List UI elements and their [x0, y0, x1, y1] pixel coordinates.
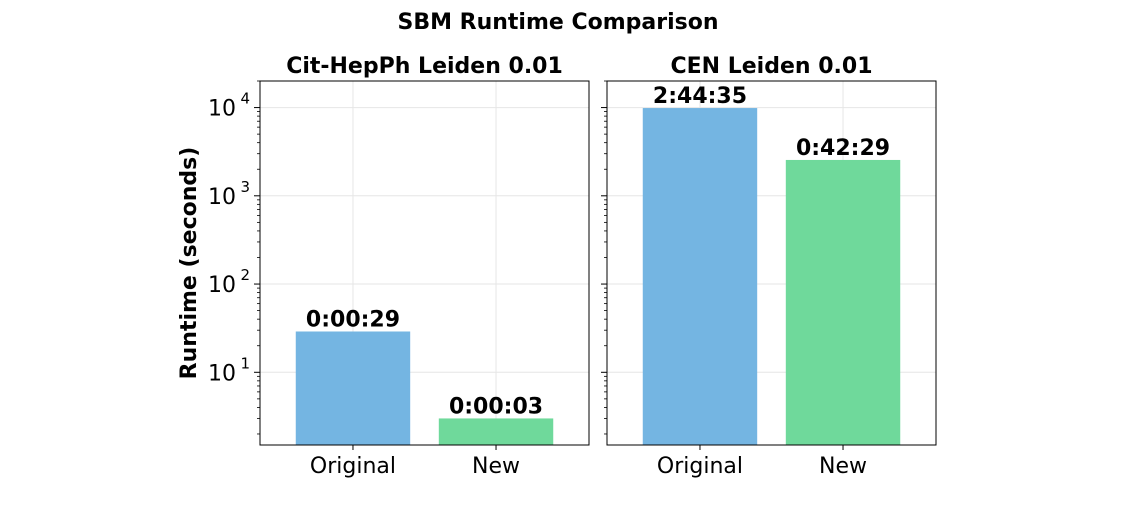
x-tick-label: New	[819, 454, 867, 479]
x-tick-label: Original	[657, 454, 743, 479]
bar-new	[785, 159, 901, 445]
panel-title: CEN Leiden 0.01	[671, 54, 873, 79]
y-tick-label: 10	[208, 185, 236, 210]
y-tick-exponent: 2	[240, 266, 250, 284]
chart-panel-1: Cit-HepPh Leiden 0.01 0:00:29 Original 0:00…	[208, 54, 590, 479]
bar-value-label: 2:44:35	[653, 84, 747, 109]
panel-title: Cit-HepPh Leiden 0.01	[286, 54, 563, 79]
x-tick-label: Original	[310, 454, 396, 479]
figure-title: SBM Runtime Comparison	[397, 10, 718, 35]
y-tick-label: 10	[208, 273, 236, 298]
bar-original	[295, 331, 411, 445]
y-tick-exponent: 4	[240, 90, 250, 108]
bar-original	[642, 108, 758, 445]
y-tick-exponent: 3	[240, 178, 250, 196]
bar-value-label: 0:00:29	[306, 307, 400, 332]
axes-frame	[259, 80, 590, 446]
bar-value-label: 0:00:03	[449, 394, 543, 419]
bar-new	[438, 418, 554, 445]
y-tick-exponent: 1	[240, 354, 250, 372]
bar-value-label: 0:42:29	[796, 136, 890, 161]
y-axis-label: Runtime (seconds)	[177, 147, 202, 380]
x-tick-label: New	[472, 454, 520, 479]
chart-panel-2: CEN Leiden 0.01 2:44:35 Original 0:42:29 New	[601, 54, 937, 479]
y-tick-label: 10	[208, 97, 236, 122]
axes-frame	[606, 80, 937, 446]
y-tick-label: 10	[208, 361, 236, 386]
chart-panels: Cit-HepPh Leiden 0.01 0:00:29 Original 0:00…	[208, 54, 937, 479]
